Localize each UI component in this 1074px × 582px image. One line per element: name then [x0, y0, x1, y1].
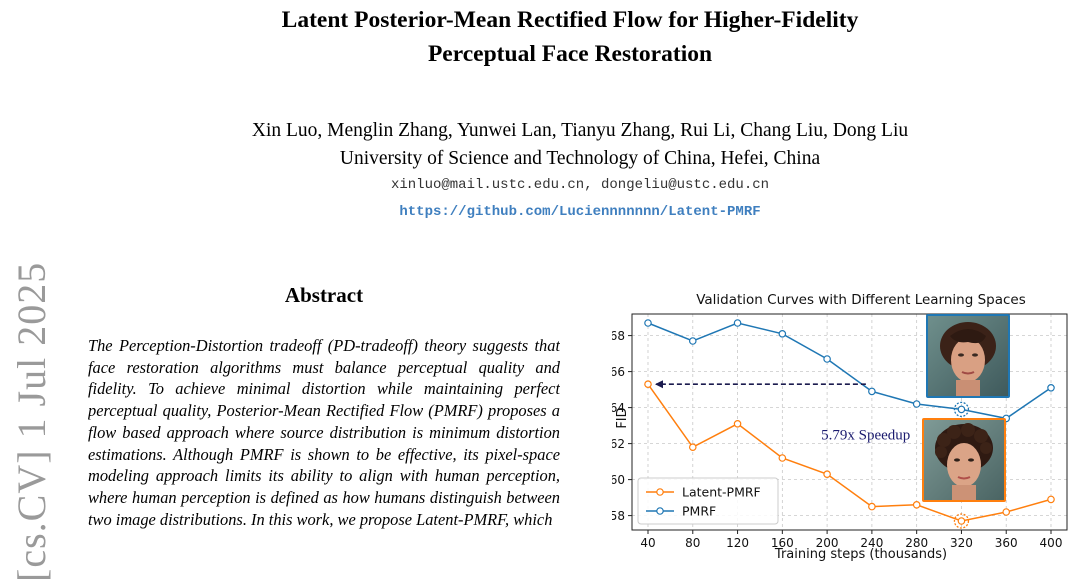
- data-point: [688, 443, 697, 452]
- author-list: Xin Luo, Menglin Zhang, Yunwei Lan, Tian…: [251, 120, 909, 141]
- x-tick-label: 80: [685, 536, 700, 550]
- data-point: [957, 517, 966, 525]
- speedup-arrow-head: [655, 380, 663, 389]
- plot-frame: [631, 313, 1068, 531]
- paper-title-line-2: Perceptual Face Restoration: [427, 41, 713, 67]
- speedup-label: 5.79x Speedup: [821, 428, 910, 444]
- x-tick-label: 40: [640, 536, 655, 550]
- author-emails: xinluo@mail.ustc.edu.cn, dongeliu@ustc.e…: [390, 177, 770, 193]
- y-tick-label: 68: [612, 329, 625, 343]
- data-point: [733, 420, 742, 428]
- affiliation: University of Science and Technology of …: [339, 148, 821, 169]
- data-point: [823, 470, 831, 479]
- x-tick-label: 200: [816, 536, 839, 550]
- x-tick-label: 120: [726, 536, 749, 550]
- data-point: [778, 329, 787, 338]
- chart-legend: Latent-PMRF PMRF: [637, 477, 779, 525]
- y-tick-label: 64: [612, 401, 625, 415]
- y-tick-label: 62: [612, 437, 625, 451]
- series-line-pmrf: [647, 322, 1052, 420]
- abstract-heading: Abstract: [284, 283, 364, 307]
- x-tick-label: 240: [860, 536, 883, 550]
- author-block: Xin Luo, Menglin Zhang, Yunwei Lan, Tian…: [150, 117, 1010, 173]
- x-tick-label: 320: [950, 536, 973, 550]
- x-tick-label: 360: [995, 536, 1018, 550]
- data-point: [1047, 384, 1055, 392]
- y-axis-ticks: 58 60 62 64 66 68: [612, 329, 632, 523]
- highlight-ring: [953, 401, 970, 418]
- x-axis-ticks: 40 80 120 160 200 240 280 320 360 400: [640, 530, 1062, 550]
- y-axis-label: FID: [615, 407, 630, 428]
- x-tick-label: 400: [1040, 536, 1063, 550]
- x-axis-label: Training steps (thousands): [774, 547, 947, 562]
- abstract-text: The Perception-Distortion tradeoff (PD-t…: [88, 336, 560, 529]
- y-tick-label: 58: [612, 509, 625, 523]
- face-photo-icon: [924, 420, 1004, 500]
- x-tick-label: 160: [771, 536, 794, 550]
- pmrf-sample-image: [926, 314, 1010, 398]
- data-point: [1002, 508, 1011, 516]
- paper-title: Latent Posterior-Mean Rectified Flow for…: [140, 3, 1000, 71]
- chart-title: Validation Curves with Different Learnin…: [696, 292, 1026, 308]
- speedup-annotation: 5.79x Speedup: [655, 380, 910, 444]
- x-tick-label: 280: [905, 536, 928, 550]
- data-point: [823, 355, 831, 363]
- chart-series: [644, 319, 1055, 529]
- legend-box: [637, 477, 779, 525]
- y-tick-label: 66: [612, 365, 625, 379]
- legend-swatch-marker: [656, 488, 664, 496]
- data-point: [868, 387, 876, 396]
- data-point: [644, 319, 652, 327]
- paper-title-line-1: Latent Posterior-Mean Rectified Flow for…: [281, 7, 859, 33]
- data-point: [868, 502, 876, 511]
- data-point: [957, 405, 966, 414]
- legend-label: Latent-PMRF: [682, 485, 761, 500]
- latent-pmrf-sample-image: [922, 418, 1006, 502]
- data-point: [688, 337, 697, 345]
- y-tick-label: 60: [612, 473, 625, 487]
- face-photo-icon: [928, 316, 1008, 396]
- validation-curves-chart: Validation Curves with Different Learnin…: [612, 292, 1068, 562]
- arxiv-stamp: [cs.CV] 1 Jul 2025: [9, 261, 54, 582]
- legend-swatch-marker: [656, 507, 664, 515]
- legend-label: PMRF: [682, 504, 716, 519]
- data-point: [1047, 495, 1055, 504]
- series-line-latent-pmrf: [647, 383, 1052, 522]
- data-point: [778, 454, 787, 462]
- repo-link[interactable]: https://github.com/Luciennnnnnn/Latent-P…: [399, 204, 761, 220]
- data-point: [644, 380, 652, 389]
- data-point: [912, 501, 921, 509]
- data-point: [912, 400, 921, 408]
- highlight-ring: [953, 513, 970, 529]
- validation-curves-figure: Validation Curves with Different Learnin…: [612, 286, 1074, 582]
- data-point: [733, 319, 742, 327]
